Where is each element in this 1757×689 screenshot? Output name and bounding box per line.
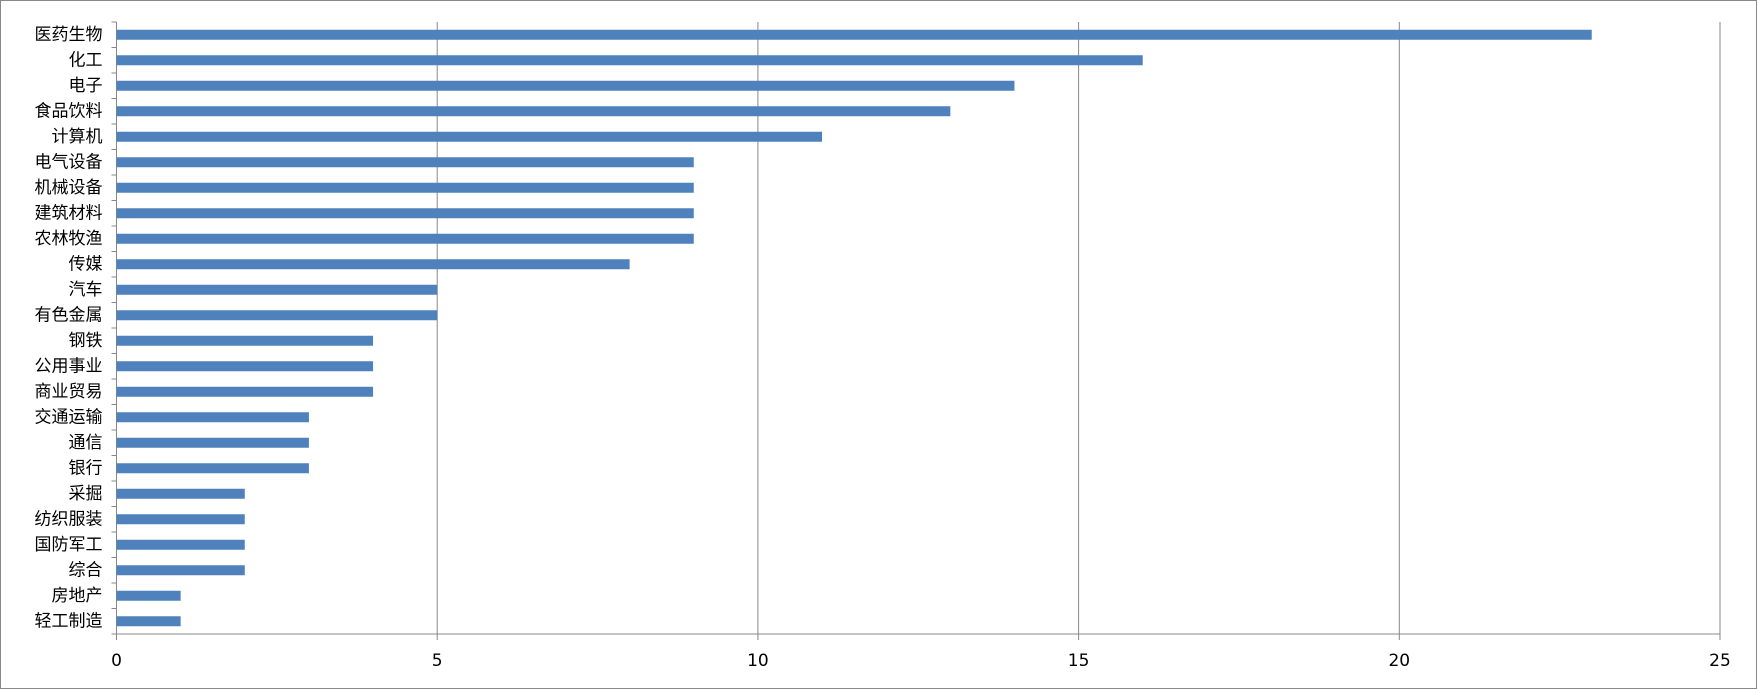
bar (116, 80, 1015, 91)
y-tick-label: 通信 (69, 433, 103, 453)
x-tick-label: 15 (1068, 651, 1090, 671)
y-tick-label: 汽车 (69, 280, 103, 300)
bar (116, 412, 309, 423)
bar (116, 437, 309, 448)
y-tick-label: 电气设备 (35, 152, 103, 172)
y-tick-label: 农林牧渔 (35, 229, 103, 249)
x-tick-label: 10 (747, 651, 769, 671)
y-tick-label: 房地产 (52, 586, 103, 606)
y-tick-label: 化工 (69, 50, 103, 70)
bar (116, 488, 245, 499)
y-tick-label: 轻工制造 (35, 611, 103, 631)
bar (116, 106, 951, 117)
bar (116, 131, 823, 142)
bar (116, 590, 181, 601)
bar (116, 233, 694, 244)
bar (116, 463, 309, 474)
bar (116, 182, 694, 193)
bar (116, 29, 1592, 40)
y-tick-label: 综合 (69, 560, 103, 580)
y-tick-label: 建筑材料 (35, 203, 103, 223)
bar (116, 310, 438, 321)
y-tick-label: 交通运输 (35, 407, 103, 427)
y-tick-label: 银行 (69, 458, 103, 478)
bar (116, 208, 694, 219)
y-tick-label: 国防军工 (35, 535, 103, 555)
y-tick-label: 计算机 (52, 127, 103, 147)
bar (116, 157, 694, 168)
x-tick-label: 20 (1388, 651, 1410, 671)
y-tick-label: 公用事业 (35, 356, 103, 376)
bar (116, 259, 630, 270)
y-tick-label: 机械设备 (35, 178, 103, 198)
y-tick-label: 钢铁 (69, 331, 103, 351)
bar (116, 565, 245, 576)
y-tick-label: 传媒 (69, 254, 103, 274)
y-tick-label: 电子 (69, 76, 103, 96)
y-tick-label: 商业贸易 (35, 382, 103, 402)
y-tick-label: 采掘 (69, 484, 103, 504)
bar (116, 616, 181, 627)
bar (116, 55, 1143, 66)
bar (116, 386, 374, 397)
y-tick-label: 有色金属 (35, 305, 103, 325)
bar (116, 514, 245, 525)
x-tick-label: 25 (1709, 651, 1731, 671)
y-tick-label: 纺织服装 (35, 509, 103, 529)
x-tick-label: 0 (111, 651, 122, 671)
bar (116, 539, 245, 550)
bar (116, 335, 374, 346)
bar (116, 361, 374, 372)
x-tick-label: 5 (432, 651, 443, 671)
bar (116, 284, 438, 295)
y-tick-label: 医药生物 (35, 25, 103, 45)
y-tick-label: 食品饮料 (35, 101, 103, 121)
